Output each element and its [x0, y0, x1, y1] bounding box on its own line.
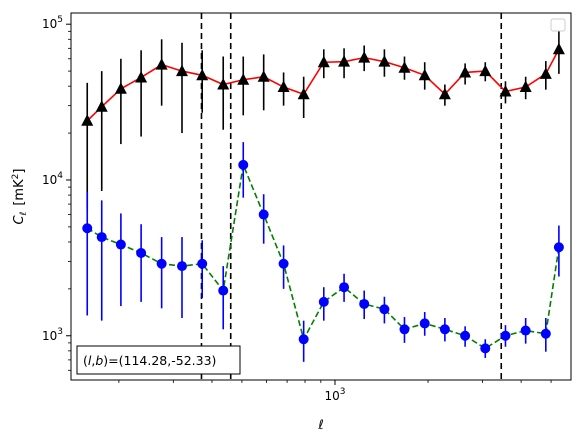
series-2-point-12 [298, 334, 309, 345]
y-tick-label-1: 103 [42, 327, 63, 343]
series-1-point-4 [135, 70, 148, 83]
series-2-point-9 [238, 159, 249, 170]
annotation-text: (l,b)=(114.28,-52.33) [83, 353, 216, 368]
series-2-point-15 [359, 298, 370, 309]
series-1-point-6 [175, 64, 188, 77]
series-2-point-24 [540, 328, 551, 339]
series-1-point-1 [81, 114, 94, 126]
series-1-point-17 [398, 61, 411, 73]
y-tick-label-3: 105 [42, 15, 63, 31]
series-1-point-13 [317, 55, 330, 68]
series-2-point-16 [379, 304, 390, 315]
annotation-box: (l,b)=(114.28,-52.33) [76, 345, 241, 375]
series-2-point-22 [500, 330, 511, 341]
series-1-point-19 [438, 87, 451, 100]
x-axis-label: ℓ [317, 418, 323, 433]
series-2-point-11 [278, 258, 289, 269]
series-1-point-9 [237, 73, 250, 85]
series-1-point-23 [519, 80, 532, 93]
series-1-point-15 [358, 51, 371, 63]
series-1-point-16 [378, 55, 391, 67]
series-1-point-18 [418, 68, 431, 81]
series-2-line [86, 161, 560, 350]
series-1 [81, 29, 565, 210]
series-2 [82, 142, 564, 362]
y-axis-label: Cℓ[mK2] [11, 169, 29, 225]
series-1-point-12 [297, 87, 310, 100]
series-2-point-8 [218, 285, 229, 296]
series-2-point-18 [419, 318, 430, 329]
series-2-point-21 [480, 343, 491, 354]
series-2-point-25 [553, 242, 564, 253]
series-1-point-25 [552, 42, 565, 55]
series-1-point-14 [338, 55, 351, 67]
series-2-point-4 [136, 247, 147, 258]
x-tick-label-1: 103 [324, 387, 345, 403]
series-2-point-1 [82, 223, 93, 234]
series-1-point-10 [257, 70, 270, 82]
series-1-point-8 [217, 78, 230, 90]
series-2-point-20 [460, 330, 471, 341]
series-1-point-2 [95, 100, 108, 112]
series-1-point-7 [196, 68, 209, 81]
series-2-point-19 [439, 324, 450, 335]
series-2-point-2 [96, 232, 107, 243]
series-1-point-5 [155, 58, 168, 70]
series-2-point-6 [176, 261, 187, 272]
legend-box [550, 18, 566, 32]
series-1-point-21 [479, 64, 492, 77]
y-tick-label-2: 104 [42, 171, 63, 187]
series-1-point-20 [459, 65, 472, 78]
series-2-point-23 [520, 325, 531, 336]
series-2-point-17 [399, 324, 410, 335]
series-2-point-7 [197, 258, 208, 269]
series-2-point-14 [339, 282, 350, 293]
series-2-point-3 [115, 239, 126, 250]
series-2-point-10 [258, 209, 269, 220]
legend [550, 18, 566, 32]
series-2-point-13 [318, 296, 329, 307]
series-1-point-11 [277, 80, 290, 93]
ticks-layer: 103 104 105 103 [42, 15, 552, 403]
annotation-frame [76, 345, 241, 375]
series-1-point-22 [499, 84, 512, 97]
data-layer [81, 13, 565, 380]
series-1-point-3 [114, 82, 127, 94]
series-1-point-24 [539, 67, 552, 79]
series-2-point-5 [156, 258, 167, 269]
